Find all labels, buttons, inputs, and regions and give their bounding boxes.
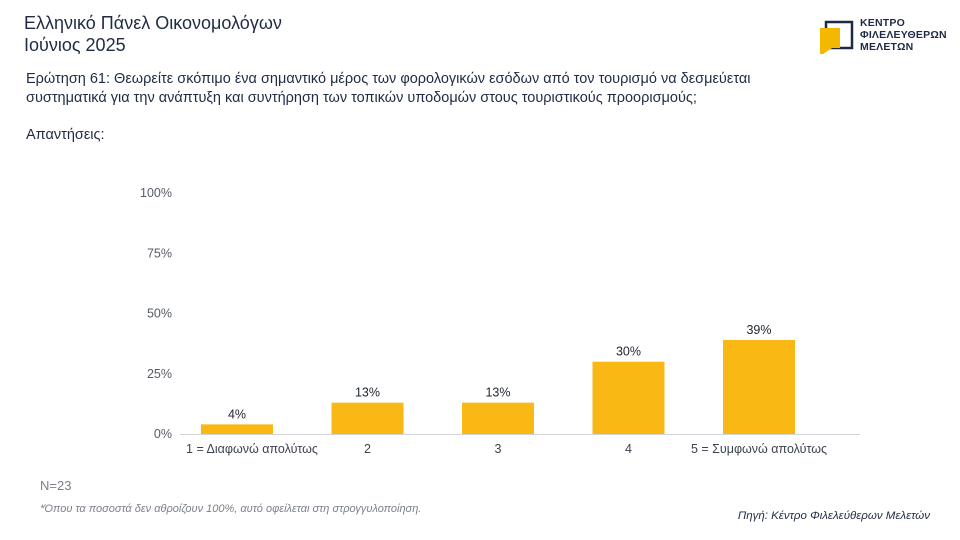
sample-size: N=23 [40, 478, 72, 493]
bar-value-label: 13% [355, 386, 380, 400]
bar [462, 402, 534, 434]
source-note: Πηγή: Κέντρο Φιλελεύθερων Μελετών [737, 510, 930, 522]
question-line1: Ερώτηση 61: Θεωρείτε σκόπιμο ένα σημαντι… [26, 71, 751, 87]
logo-text-line1: ΚΕΝΤΡΟ [860, 17, 905, 29]
x-category-label: 3 [495, 442, 502, 456]
y-tick-label: 100% [140, 186, 172, 200]
bar [201, 424, 273, 434]
bar [723, 340, 795, 434]
page-title: Ελληνικό Πάνελ Οικονομολόγων Ιούνιος 202… [24, 12, 282, 56]
bar-chart: 0% 25% 50% 75% 100% 4% 1 = Διαφωνώ απολύτως 13%… [140, 186, 860, 456]
x-category-label: 2 [364, 442, 371, 456]
x-category-label: 5 = Συμφωνώ απολύτως [691, 442, 827, 456]
answers-label: Απαντήσεις: [26, 127, 105, 143]
logo-text-line3: ΜΕΛΕΤΩΝ [860, 41, 914, 53]
bar [331, 402, 404, 434]
logo: ΚΕΝΤΡΟ ΦΙΛΕΛΕΥΘΕΡΩΝ ΜΕΛΕΤΩΝ [820, 14, 950, 58]
bar-value-label: 4% [228, 407, 246, 421]
x-category-label: 4 [625, 442, 632, 456]
question-line2: συστηματικά για την ανάπτυξη και συντήρη… [26, 90, 697, 106]
question-text: Ερώτηση 61: Θεωρείτε σκόπιμο ένα σημαντι… [26, 70, 926, 108]
bar-value-label: 39% [746, 323, 771, 337]
kefim-logo-icon [820, 20, 854, 54]
logo-text-line2: ΦΙΛΕΛΕΥΘΕΡΩΝ [860, 29, 947, 41]
bar-value-label: 13% [485, 386, 510, 400]
y-tick-label: 0% [154, 427, 172, 441]
footnote: *Όπου τα ποσοστά δεν αθροίζουν 100%, αυτ… [40, 503, 422, 515]
x-category-label: 1 = Διαφωνώ απολύτως [186, 442, 318, 456]
bar [592, 361, 665, 434]
page-title-line2: Ιούνιος 2025 [24, 35, 126, 55]
y-tick-label: 25% [147, 367, 172, 381]
bar-value-label: 30% [616, 345, 641, 359]
y-tick-label: 50% [147, 307, 172, 321]
page-title-line1: Ελληνικό Πάνελ Οικονομολόγων [24, 13, 282, 33]
y-tick-label: 75% [147, 246, 172, 260]
logo-text: ΚΕΝΤΡΟ ΦΙΛΕΛΕΥΘΕΡΩΝ ΜΕΛΕΤΩΝ [860, 17, 947, 53]
